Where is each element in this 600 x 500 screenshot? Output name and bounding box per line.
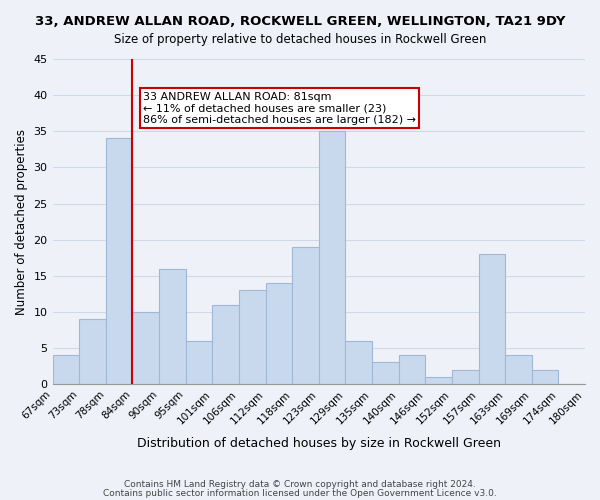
Bar: [532, 370, 559, 384]
Bar: [425, 377, 452, 384]
Bar: [53, 356, 79, 384]
Bar: [292, 247, 319, 384]
Bar: [372, 362, 398, 384]
Text: Contains HM Land Registry data © Crown copyright and database right 2024.: Contains HM Land Registry data © Crown c…: [124, 480, 476, 489]
Bar: [346, 341, 372, 384]
Bar: [239, 290, 266, 384]
Bar: [319, 132, 346, 384]
Text: Size of property relative to detached houses in Rockwell Green: Size of property relative to detached ho…: [114, 32, 486, 46]
Text: Contains public sector information licensed under the Open Government Licence v3: Contains public sector information licen…: [103, 488, 497, 498]
Bar: [479, 254, 505, 384]
Bar: [398, 356, 425, 384]
Bar: [133, 312, 159, 384]
Bar: [79, 319, 106, 384]
Text: 33 ANDREW ALLAN ROAD: 81sqm
← 11% of detached houses are smaller (23)
86% of sem: 33 ANDREW ALLAN ROAD: 81sqm ← 11% of det…: [143, 92, 416, 124]
X-axis label: Distribution of detached houses by size in Rockwell Green: Distribution of detached houses by size …: [137, 437, 501, 450]
Bar: [185, 341, 212, 384]
Bar: [505, 356, 532, 384]
Bar: [159, 268, 185, 384]
Text: 33, ANDREW ALLAN ROAD, ROCKWELL GREEN, WELLINGTON, TA21 9DY: 33, ANDREW ALLAN ROAD, ROCKWELL GREEN, W…: [35, 15, 565, 28]
Bar: [266, 283, 292, 384]
Y-axis label: Number of detached properties: Number of detached properties: [15, 128, 28, 314]
Bar: [212, 304, 239, 384]
Bar: [106, 138, 133, 384]
Bar: [452, 370, 479, 384]
